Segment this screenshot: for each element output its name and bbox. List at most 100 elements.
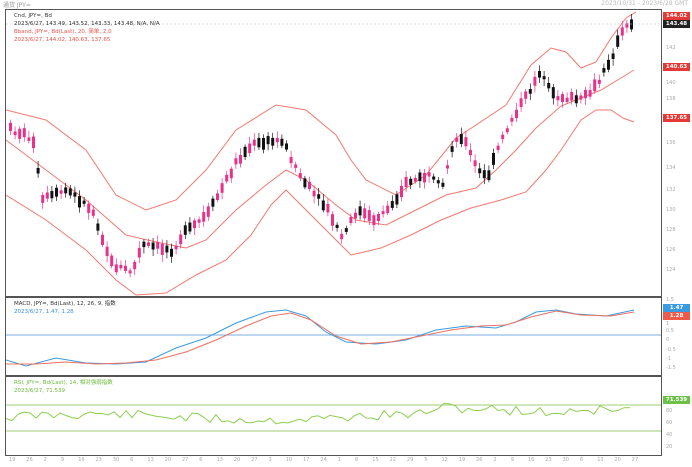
rsi-panel[interactable]: RSI, JPY=, Bd(Last), 14, 相对强弱指数 2023/6/2… [5, 376, 662, 456]
candle-body [9, 122, 12, 131]
candle-body [501, 134, 505, 140]
macd-chart-svg [6, 309, 661, 367]
macd-axis[interactable]: 1.47 1.28 1.5 1 0.5 0 -0.5 -1 -1.5 [662, 297, 692, 376]
candle [193, 218, 196, 235]
candle [607, 54, 610, 73]
lower-bollinger-band [6, 109, 635, 296]
bband-legend-values: 2023/6/27, 144.02, 140.63, 137.65 [14, 37, 111, 43]
candle [174, 240, 178, 255]
candle-body [252, 139, 256, 146]
candle-body [528, 88, 532, 94]
price-tick: 128 [666, 227, 676, 233]
date-tick: 2 [493, 457, 497, 463]
candle-body [630, 19, 633, 30]
candle-body [275, 137, 279, 143]
candle-body [482, 170, 486, 179]
candle-body [206, 206, 210, 217]
date-tick: 19 [9, 457, 16, 463]
candle [372, 212, 376, 231]
signal-line [6, 310, 635, 365]
candle-body [193, 220, 196, 229]
date-tick: 1 [337, 457, 341, 463]
date-tick: 13 [216, 457, 223, 463]
candle [91, 205, 95, 219]
candle-body [64, 187, 68, 194]
date-tick: 30 [562, 457, 569, 463]
candle [275, 131, 279, 149]
candle-body [271, 137, 275, 146]
candle [386, 200, 390, 216]
candle [519, 91, 523, 112]
date-range: 2023/10/31 - 2023/6/28 GMT [601, 0, 688, 7]
candle-body [266, 136, 270, 145]
candle-body [363, 208, 367, 219]
candle-body [593, 79, 597, 92]
candle [455, 133, 459, 148]
candle-body [55, 187, 58, 197]
candle-body [446, 165, 449, 169]
price-tick: 134 [666, 165, 676, 171]
candle [285, 140, 288, 152]
candle [450, 140, 454, 158]
date-tick: 9 [510, 457, 514, 463]
candle-body [18, 128, 22, 139]
candle [73, 186, 77, 203]
date-tick: 13 [597, 457, 604, 463]
candle [96, 218, 100, 235]
candle-body [170, 248, 173, 257]
date-tick: 6 [130, 457, 134, 463]
candle [542, 71, 546, 87]
candle [538, 65, 541, 84]
candle [18, 126, 22, 144]
rsi-axis[interactable]: 71.539 80 60 40 20 [662, 376, 692, 456]
macd-panel[interactable]: MACD, JPY=, Bd(Last), 12, 26, 9, 指数 2023… [5, 297, 662, 376]
candle-legend-values: 2023/6/27, 143.49, 143.52, 143.33, 143.4… [14, 21, 160, 27]
candle [501, 131, 505, 144]
date-tick: 27 [631, 457, 639, 463]
macd-tick: 0.5 [666, 328, 674, 334]
candle [22, 123, 26, 142]
candle-body [289, 157, 293, 164]
candle [524, 88, 528, 105]
candle-body [441, 182, 445, 187]
candle [616, 29, 620, 49]
candle-body [312, 190, 316, 197]
candle [9, 119, 12, 136]
candle [441, 178, 445, 190]
rsi-legend: RSI, JPY=, Bd(Last), 14, 相对强弱指数 2023/6/2… [14, 379, 113, 395]
candle [68, 185, 72, 199]
candle-body [551, 87, 555, 99]
candle-body [487, 170, 491, 181]
rsi-tick: 40 [666, 432, 673, 438]
candle-body [367, 210, 371, 221]
candle [119, 260, 123, 271]
candle [505, 125, 509, 135]
candle [579, 92, 583, 104]
candle-body [179, 234, 183, 245]
candle [528, 83, 532, 101]
candle [427, 166, 431, 183]
candle [170, 243, 173, 263]
date-tick: 23 [545, 457, 552, 463]
date-tick: 2 [43, 457, 47, 463]
candle-body [78, 196, 81, 208]
candle [114, 258, 118, 275]
candle [271, 132, 275, 150]
candle [124, 259, 127, 274]
candle [239, 148, 242, 168]
price-chart-panel[interactable]: Cnd, JPY=, Bd 2023/6/27, 143.49, 143.52,… [5, 9, 662, 297]
candle-body [137, 247, 141, 258]
candle-body [395, 194, 399, 205]
price-axis[interactable]: 142 140 138 136 134 132 130 128 126 124 … [662, 9, 692, 297]
candle-body [160, 243, 164, 255]
date-tick: 16 [528, 457, 535, 463]
candle-body [73, 192, 77, 197]
candle [570, 88, 574, 105]
date-tick: 20 [164, 457, 172, 463]
candle [390, 195, 394, 211]
date-axis[interactable]: 19 26 2 9 16 23 30 6 13 20 27 6 13 20 27 3 10 17 24 1 8 15 22 2… [5, 456, 662, 467]
rsi-tick: 80 [666, 408, 673, 414]
candle [469, 143, 472, 162]
candle-body [27, 137, 31, 141]
candle-body [579, 95, 583, 100]
